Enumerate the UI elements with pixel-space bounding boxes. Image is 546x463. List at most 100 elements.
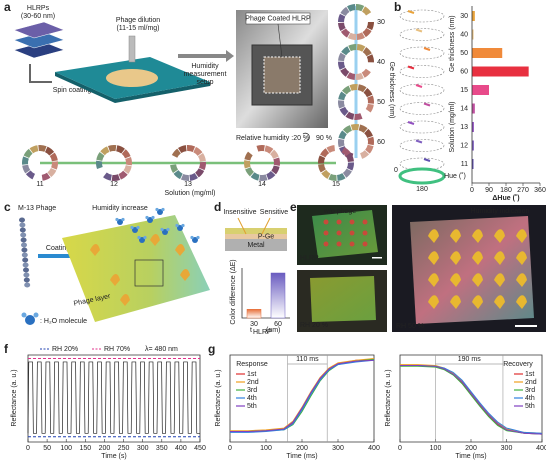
- signal-line: [27, 361, 200, 434]
- bar: [472, 159, 474, 169]
- label: 60: [377, 139, 385, 146]
- response-line: [400, 364, 543, 435]
- color-ring: [359, 150, 370, 159]
- water-h: [130, 225, 134, 230]
- color-ring: [170, 164, 179, 173]
- label: 50: [377, 99, 385, 106]
- x-tick-label: 250: [118, 445, 130, 452]
- x-tick-label: 200: [465, 445, 477, 452]
- x-tick-label: 30: [250, 321, 258, 328]
- color-ring: [340, 6, 350, 17]
- x-tick-label: 100: [60, 445, 72, 452]
- phage-segment: [23, 272, 30, 278]
- droplet-shape: [150, 234, 160, 246]
- label: Phage dilution: [116, 17, 160, 24]
- legend-label: 3rd: [525, 387, 535, 394]
- water-h: [136, 225, 140, 230]
- panel-label: f: [4, 342, 9, 356]
- color-ring: [366, 54, 374, 63]
- color-ring: [273, 157, 280, 166]
- color-ring: [250, 172, 260, 181]
- label: Time (s): [101, 453, 126, 460]
- hue-wheel: [398, 167, 446, 185]
- label: : H₂O molecule: [40, 318, 87, 325]
- label: measurement: [184, 71, 227, 78]
- panel-label: e: [290, 200, 297, 214]
- label: HLRP: [253, 329, 272, 336]
- color-ring: [103, 172, 112, 181]
- label: Humidity: [191, 63, 219, 70]
- y-tick-label: 50: [460, 50, 468, 57]
- y-tick-label: 11: [461, 161, 468, 168]
- droplet-pattern: [516, 251, 527, 265]
- color-ring: [355, 4, 365, 12]
- hue-arrow: [415, 28, 423, 33]
- color-ring: [338, 138, 345, 148]
- label: Solution (mg/ml): [449, 102, 456, 153]
- label: Recovery: [503, 361, 533, 368]
- label: RH 50 %: [396, 323, 424, 330]
- color-ring: [354, 113, 363, 120]
- label: λ= 480 nm: [145, 346, 178, 353]
- label: (30-60 nm): [21, 13, 55, 20]
- x-tick-label: 300: [501, 445, 513, 452]
- bar: [472, 11, 475, 21]
- hue-ellipse: [399, 65, 445, 78]
- color-ring: [321, 169, 331, 179]
- label: Humidity indication: [471, 208, 530, 215]
- label: Reflectance (a. u.): [385, 369, 392, 426]
- hlrp-sample: [312, 210, 378, 258]
- hue-arrow: [423, 158, 431, 162]
- scale-bar: [372, 257, 382, 259]
- water-h: [181, 223, 185, 228]
- droplet-pattern: [428, 273, 439, 287]
- hlrp-layer: [13, 21, 65, 39]
- x-tick-label: 0: [228, 445, 232, 452]
- bar: [472, 85, 489, 95]
- label: 30: [377, 19, 385, 26]
- droplet-pattern: [494, 229, 505, 243]
- label: 0: [394, 167, 398, 174]
- legend-h: [33, 312, 39, 318]
- hue-ellipse: [399, 139, 445, 152]
- legend-label: 5th: [525, 403, 535, 410]
- x-tick-label: 0: [26, 445, 30, 452]
- y-tick-label: 14: [460, 105, 468, 112]
- color-ring: [186, 145, 196, 153]
- y-tick-label: 60: [460, 68, 468, 75]
- droplet-shape: [120, 294, 130, 306]
- water-h: [196, 235, 200, 240]
- phage-segment: [22, 262, 29, 268]
- phage-segment: [19, 227, 26, 233]
- water-h: [143, 235, 147, 240]
- color-ring: [118, 170, 128, 180]
- color-ring: [121, 149, 131, 159]
- x-tick-label: 400: [175, 445, 187, 452]
- droplet-pattern: [516, 295, 527, 309]
- hue-arrow: [407, 10, 415, 14]
- color-ring: [348, 44, 357, 52]
- color-ring: [355, 72, 364, 80]
- color-ring: [116, 145, 125, 154]
- legend-label: 4th: [525, 395, 535, 402]
- label: Humidity increase: [92, 205, 148, 212]
- color-ring: [328, 173, 337, 181]
- pattern-dot: [336, 219, 342, 225]
- x-tick-label: 50: [43, 445, 51, 452]
- x-tick-label: 100: [430, 445, 442, 452]
- water-h: [137, 235, 141, 240]
- color-ring: [171, 148, 181, 158]
- metal-layer: [225, 239, 287, 251]
- color-ring: [367, 95, 374, 104]
- color-ring: [347, 4, 356, 12]
- water-o: [139, 237, 145, 243]
- label: Insensitive: [223, 209, 256, 216]
- color-ring: [269, 149, 279, 159]
- x-tick-label: 360: [534, 187, 546, 194]
- droplet-shape: [180, 269, 190, 281]
- label: Reflectance (a. u.): [11, 369, 18, 426]
- color-ring: [341, 85, 352, 95]
- light-ray: [237, 217, 271, 235]
- legend-label: RH 70%: [104, 346, 130, 353]
- bar: [472, 103, 475, 114]
